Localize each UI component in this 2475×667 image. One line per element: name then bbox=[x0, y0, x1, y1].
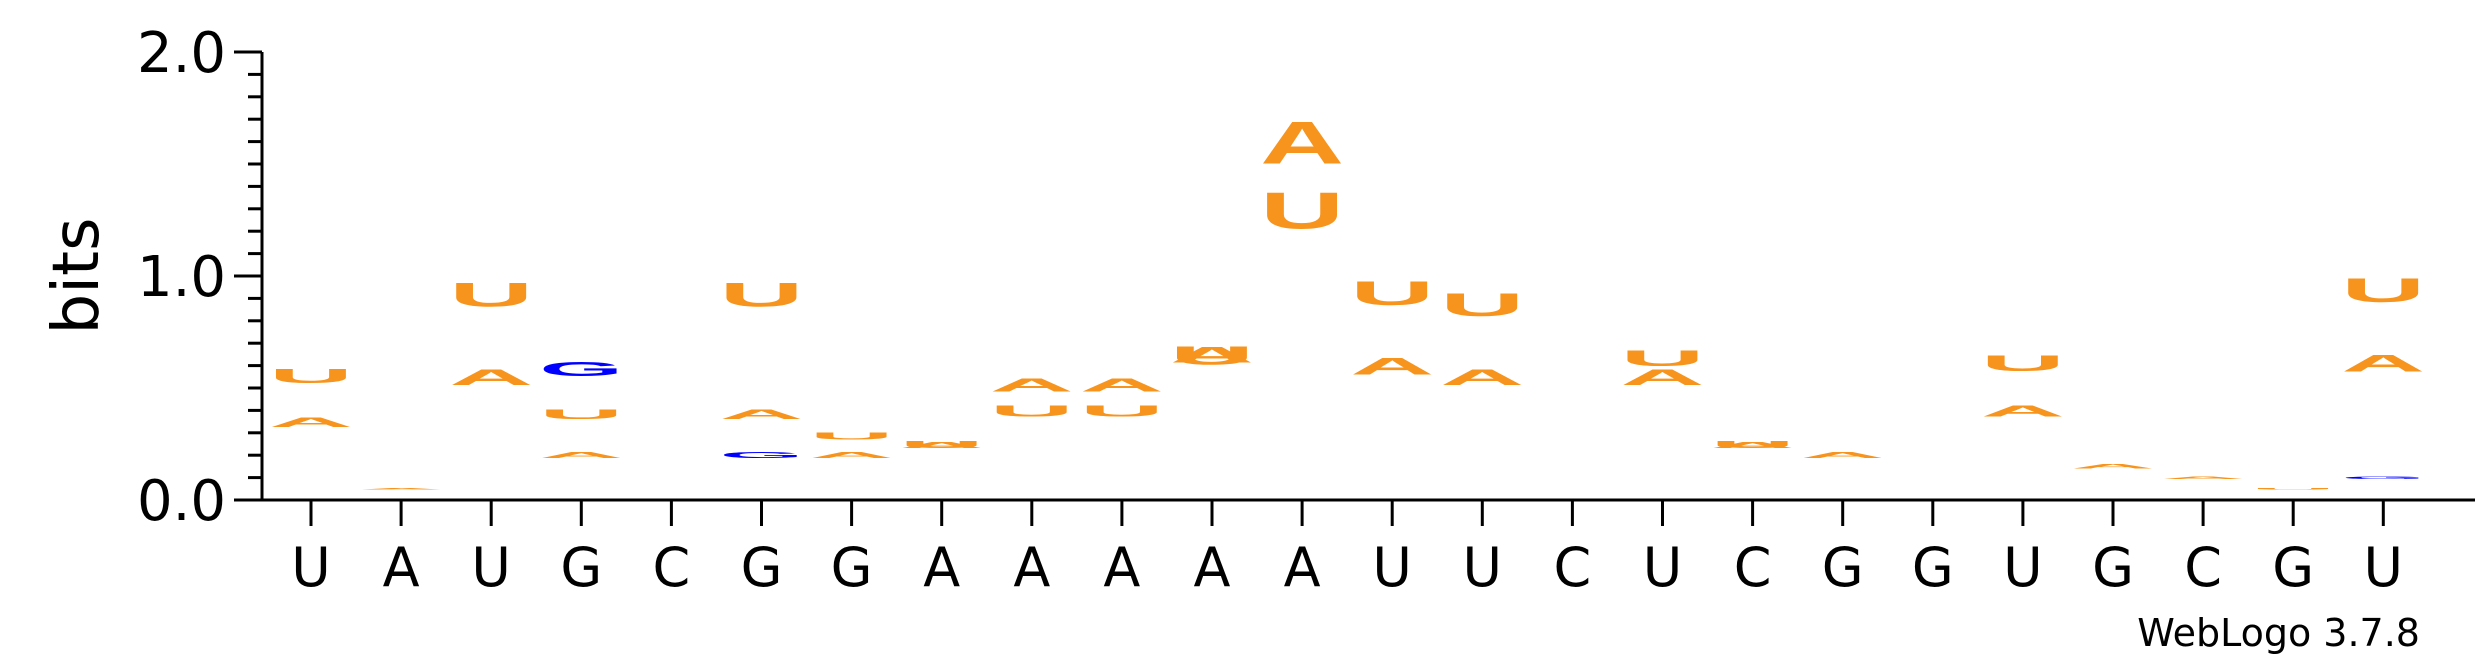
logo-letter-G: G bbox=[539, 358, 623, 380]
x-tick-label: C bbox=[1554, 536, 1592, 599]
x-tick-label: C bbox=[1734, 536, 1772, 599]
letter-stack: UA bbox=[1260, 109, 1344, 240]
x-tick-label: G bbox=[741, 536, 783, 599]
logo-letter-U: U bbox=[990, 402, 1074, 420]
letter-stack: U bbox=[2251, 488, 2335, 490]
letter-stack: A bbox=[2071, 463, 2155, 470]
logo-letter-U: U bbox=[1981, 351, 2065, 376]
logo-letter-A: A bbox=[1350, 353, 1434, 380]
logo-letter-A: A bbox=[359, 488, 443, 490]
x-tick-label: A bbox=[1194, 536, 1231, 599]
logo-letter-A: A bbox=[900, 441, 984, 450]
logo-letter-A: A bbox=[1260, 109, 1344, 176]
logo-letter-A: A bbox=[1440, 365, 1524, 390]
letter-stack: AUG bbox=[810, 431, 894, 460]
letter-stack: AU bbox=[1350, 274, 1434, 380]
letter-stack: G A U bbox=[2341, 271, 2425, 480]
logo-letter-U: U bbox=[900, 439, 984, 450]
logo-letter-U: U bbox=[1080, 402, 1164, 420]
x-tick-label: G bbox=[1822, 536, 1864, 599]
y-axis-label: bits bbox=[40, 218, 114, 335]
letter-stack: A bbox=[1801, 451, 1885, 460]
x-tick-label: U bbox=[2364, 536, 2404, 599]
x-tick-label: A bbox=[1284, 536, 1321, 599]
logo-letter-A: A bbox=[2341, 350, 2425, 377]
x-tick-label: G bbox=[831, 536, 873, 599]
letter-stack: AU bbox=[1621, 346, 1705, 390]
letter-stack: A bbox=[2161, 476, 2245, 480]
logo-letter-A: A bbox=[539, 451, 623, 460]
x-tick-label: G bbox=[2092, 536, 2134, 599]
logo-letter-U: U bbox=[1350, 274, 1434, 312]
logo-letter-U: U bbox=[449, 276, 533, 314]
letter-stack: AU bbox=[449, 276, 533, 390]
x-tick-label: U bbox=[2003, 536, 2043, 599]
x-tick-label: A bbox=[383, 536, 420, 599]
logo-letter-A: A bbox=[269, 414, 353, 430]
x-tick-label: G bbox=[2272, 536, 2314, 599]
y-tick-label: 1.0 bbox=[137, 245, 226, 310]
logo-letter-A: A bbox=[1981, 402, 2065, 420]
x-tick-label: U bbox=[1372, 536, 1412, 599]
logo-letter-A: A bbox=[2071, 463, 2155, 470]
letter-stack: A bbox=[359, 488, 443, 490]
logo-letter-U: U bbox=[810, 431, 894, 442]
x-tick-label: A bbox=[1103, 536, 1140, 599]
x-tick-label: A bbox=[923, 536, 960, 599]
letter-stack: G A U bbox=[719, 276, 803, 460]
y-ticks: 0.0 1.0 2.0 bbox=[137, 21, 262, 534]
logo-letter-U: U bbox=[1260, 182, 1344, 240]
letter-stack: UA bbox=[1170, 341, 1254, 370]
logo-letter-A: A bbox=[810, 451, 894, 460]
logo-letter-A: A bbox=[990, 375, 1074, 395]
logo-letter-U: U bbox=[1170, 341, 1254, 370]
logo-letter-A: A bbox=[1711, 441, 1795, 450]
x-tick-label: C bbox=[653, 536, 691, 599]
letter-stack: UA bbox=[990, 375, 1074, 420]
logo-letter-A: A bbox=[1621, 365, 1705, 390]
x-tick-label: A bbox=[1013, 536, 1050, 599]
letter-stack: UA bbox=[1080, 375, 1164, 420]
logo-letter-U: U bbox=[539, 407, 623, 423]
logo-letter-U: U bbox=[1440, 288, 1524, 324]
logo-letter-A: A bbox=[1080, 375, 1164, 395]
weblogo-credit: WebLogo 3.7.8 bbox=[2137, 611, 2420, 655]
letter-stack: AU bbox=[269, 365, 353, 430]
letter-stack: UA bbox=[1711, 439, 1795, 450]
y-tick-label: 0.0 bbox=[137, 469, 226, 534]
logo-letter-U: U bbox=[2251, 488, 2335, 490]
x-tick-label: U bbox=[1643, 536, 1683, 599]
logo-letter-A: A bbox=[719, 407, 803, 423]
logo-letter-U: U bbox=[1621, 346, 1705, 371]
y-axis: 0.0 1.0 2.0 bits bbox=[40, 21, 264, 534]
logo-letter-A: A bbox=[1170, 342, 1254, 367]
logo-letter-A: A bbox=[449, 365, 533, 390]
letter-stack: UA bbox=[900, 439, 984, 450]
y-tick-label: 2.0 bbox=[137, 21, 226, 86]
logo-letter-U: U bbox=[269, 365, 353, 388]
letter-stack: A U G bbox=[539, 358, 623, 460]
logo-letter-G: G bbox=[2341, 476, 2425, 480]
letter-stack: AU bbox=[1440, 288, 1524, 390]
letter-stacks: AUAAUAUGGAUAUGUAUAUAUAUAAUAUAUUAAAUAAUGA… bbox=[269, 109, 2425, 490]
x-tick-label: U bbox=[471, 536, 511, 599]
x-tick-label: G bbox=[560, 536, 602, 599]
logo-letter-U: U bbox=[720, 276, 804, 314]
x-tick-label: G bbox=[1912, 536, 1954, 599]
logo-letter-U: U bbox=[2341, 271, 2425, 309]
logo-letter-U: U bbox=[1711, 439, 1795, 450]
logo-letter-G: G bbox=[720, 451, 804, 460]
letter-stack: AU bbox=[1981, 351, 2065, 420]
x-tick-label: C bbox=[2184, 536, 2222, 599]
logo-letter-A: A bbox=[1801, 451, 1885, 460]
x-tick-label: U bbox=[291, 536, 331, 599]
x-tick-label: U bbox=[1463, 536, 1503, 599]
logo-letter-A: A bbox=[2161, 476, 2245, 480]
